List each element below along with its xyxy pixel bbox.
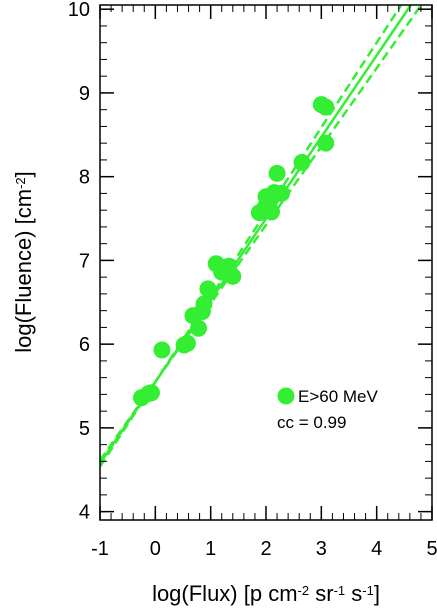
data-point <box>153 341 171 359</box>
data-point <box>317 98 335 116</box>
x-tick-label: 0 <box>150 538 161 560</box>
plot-area <box>100 5 423 468</box>
legend-marker <box>277 387 295 405</box>
axis-labels: log(Flux) [p cm-2 sr-1 s-1] log(Fluence) … <box>11 171 380 606</box>
correlation-annotation: cc = 0.99 <box>277 413 346 432</box>
y-tick-label: 6 <box>79 334 90 356</box>
legend-label: E>60 MeV <box>298 387 379 406</box>
data-point <box>317 134 335 152</box>
data-point <box>272 184 290 202</box>
y-tick-label: 5 <box>79 418 90 440</box>
x-tick-label: -1 <box>91 538 109 560</box>
data-point <box>268 164 286 182</box>
legend: E>60 MeV cc = 0.99 <box>277 387 379 432</box>
plot-frame <box>99 4 433 521</box>
data-point <box>293 153 311 171</box>
y-tick-label: 9 <box>79 83 90 105</box>
y-tick-label: 4 <box>79 502 90 524</box>
x-tick-label: 1 <box>205 538 216 560</box>
x-tick-label: 5 <box>426 538 437 560</box>
data-point <box>189 319 207 337</box>
data-point <box>142 384 160 402</box>
y-tick-label: 7 <box>79 250 90 272</box>
y-tick-label: 8 <box>79 167 90 189</box>
x-tick-label: 3 <box>316 538 327 560</box>
x-tick-label: 4 <box>371 538 382 560</box>
fit-upper-bound <box>100 5 403 468</box>
x-axis-title: log(Flux) [p cm-2 sr-1 s-1] <box>152 581 380 606</box>
data-point <box>199 280 217 298</box>
data-point <box>195 295 213 313</box>
data-point <box>178 334 196 352</box>
data-point <box>263 203 281 221</box>
fit-lower-bound <box>100 5 423 461</box>
y-tick-label: 10 <box>68 0 90 21</box>
y-axis-title: log(Fluence) [cm-2] <box>11 171 36 353</box>
data-point <box>224 267 242 285</box>
x-tick-label: 2 <box>260 538 271 560</box>
axes: -1 0 1 2 3 4 5 4 5 6 7 8 9 10 <box>68 0 437 560</box>
